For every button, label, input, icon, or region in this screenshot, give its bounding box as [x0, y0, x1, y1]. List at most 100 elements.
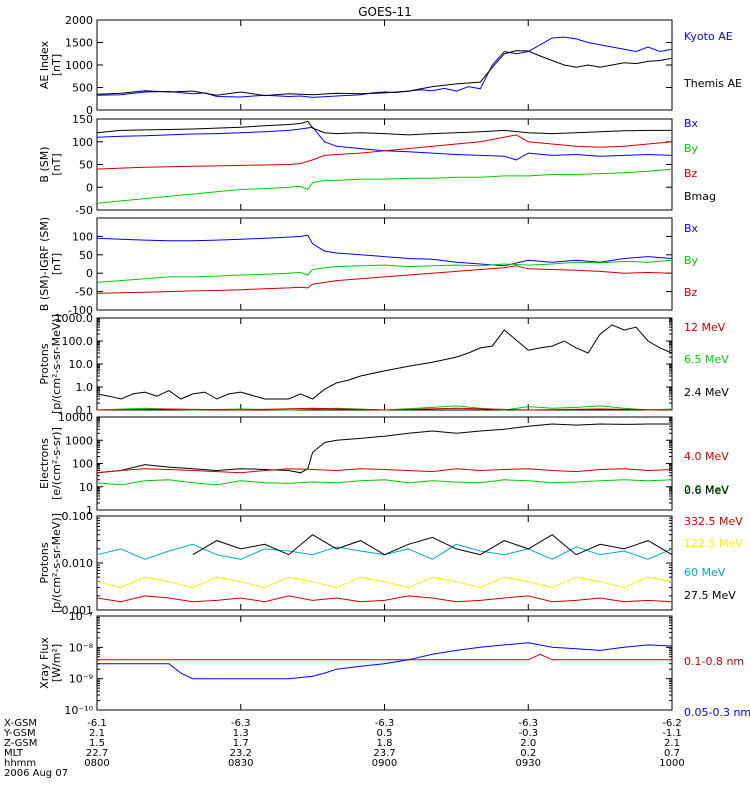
x-row-label: MLT [4, 748, 24, 759]
legend-entry: 12 MeV [684, 321, 726, 334]
date-label: 2006 Aug 07 [4, 768, 68, 779]
y-tick-label: 100 [72, 458, 93, 471]
legend-entry: Bx [684, 117, 699, 130]
y-tick-label: -100 [68, 304, 93, 317]
series-line-bz [96, 134, 673, 170]
x-row-value: 23.7 [373, 748, 395, 759]
legend-entry: 0.05-0.3 nm [684, 706, 750, 719]
x-row-value: 2.0 [520, 738, 536, 749]
x-row-value: -6.3 [375, 718, 395, 729]
y-axis-label: B (SM) [38, 146, 51, 182]
x-row-value: 0830 [228, 758, 253, 769]
x-row-value: -6.1 [87, 718, 107, 729]
y-axis-label: [e/(cm²-s-sr)] [50, 427, 63, 500]
panel-2: -50 0 50 100 150 B (SM) [nT] Bx By Bz Bmag [38, 113, 716, 217]
series-line-332-5-mev [96, 595, 673, 603]
series-line-27-5-mev [192, 534, 673, 556]
panel-3: -100 -50 0 50 100 B (SM)-IGRF (SM) [nT] Bx By Bz [38, 217, 699, 317]
x-row-value: 0.2 [520, 748, 536, 759]
legend-entry: 2.0 MeV [684, 483, 729, 496]
panel-6: 0.001 0.010 0.100 Protons [p/(cm²-s-sr-MeV)]… [38, 510, 743, 617]
y-tick-label: 10⁻⁹ [69, 673, 93, 686]
legend-entry: Themis AE [683, 77, 742, 90]
legend-entry: 2.4 MeV [684, 386, 729, 399]
y-axis-label: [nT] [50, 253, 63, 275]
y-tick-label: -50 [75, 204, 93, 217]
y-tick-label: 1.0 [76, 381, 94, 394]
x-row-value: 0800 [84, 758, 109, 769]
x-row-value: 1.3 [233, 728, 249, 739]
y-tick-label: 2000 [65, 14, 93, 27]
legend-entry: Bx [684, 222, 699, 235]
y-tick-label: 1000.0 [55, 312, 94, 325]
legend-entry: By [684, 142, 699, 155]
series-line-kyoto-ae [96, 36, 673, 98]
legend-entry: 6.5 MeV [684, 353, 729, 366]
x-row-label: hhmm [4, 758, 36, 769]
legend-entry: Bz [684, 167, 698, 180]
x-row-value: -6.3 [518, 718, 538, 729]
legend-entry: By [684, 254, 699, 267]
y-axis-label: [p/(cm²-s-sr-MeV)] [50, 314, 63, 414]
series-line-60-mev [96, 543, 673, 560]
y-tick-label: -50 [75, 286, 93, 299]
series-line-2-4-mev [96, 324, 673, 400]
panel-frame [96, 416, 673, 511]
y-tick-label: 0.1 [76, 404, 94, 417]
y-tick-label: 0.100 [62, 510, 94, 523]
x-row-value: 1000 [659, 758, 684, 769]
x-row-value: 1.8 [377, 738, 393, 749]
series-line-bx [96, 126, 673, 161]
x-axis-table: X-GSM -6.1 -6.3 -6.3 -6.3 -6.2 Y-GSM 2.1 1.3 0.5 -… [3, 718, 685, 779]
x-row-value: 1.5 [89, 738, 105, 749]
y-axis-label: [nT] [50, 153, 63, 175]
panel-frame [96, 217, 673, 311]
series-line-0-6-mev [96, 423, 672, 474]
y-tick-label: 0 [86, 267, 93, 280]
series-line-4-0-mev [96, 468, 673, 474]
y-axis-label: [p/(cm²-s-sr-MeV)] [50, 513, 63, 613]
y-tick-label: 10000 [58, 411, 93, 424]
legend-entry: 4.0 MeV [684, 450, 729, 463]
legend-entry: 60 MeV [684, 566, 726, 579]
y-axis-label: [nT] [50, 54, 63, 76]
x-row-label: Y-GSM [3, 728, 36, 739]
x-row-value: 0900 [372, 758, 397, 769]
x-row-value: -6.3 [231, 718, 251, 729]
y-axis-label: Protons [38, 343, 51, 384]
y-axis-label: Xray Flux [38, 637, 51, 689]
panel-frame [96, 615, 673, 711]
series-line-0-05-0-3-nm [97, 642, 673, 680]
y-tick-label: 0.001 [62, 604, 94, 617]
x-row-value: 22.7 [86, 748, 108, 759]
x-row-value: 0.5 [377, 728, 393, 739]
x-row-label: X-GSM [4, 718, 37, 729]
y-tick-label: 100 [72, 230, 93, 243]
legend-entry: 122.5 MeV [684, 537, 743, 550]
y-tick-label: 10⁻¹⁰ [64, 704, 93, 717]
y-axis-label: AE Index [38, 40, 51, 89]
y-axis-label: Electrons [38, 438, 51, 489]
y-tick-label: 100 [72, 136, 93, 149]
x-row-value: 2.1 [89, 728, 105, 739]
y-tick-label: 10 [79, 481, 93, 494]
panel-5: 1 10 100 1000 10000 Electrons [e/(cm²-s-sr)] 4.… [38, 411, 729, 517]
chart-title: GOES-11 [358, 5, 412, 19]
y-tick-label: 100.0 [62, 335, 94, 348]
y-axis-label: [W/m²] [50, 644, 63, 682]
y-tick-label: 0 [86, 104, 93, 117]
y-tick-label: 1000 [65, 59, 93, 72]
panel-1: 0 500 1000 1500 2000 AE Index [nT] Kyoto AE Them… [38, 14, 742, 117]
panel-7: 10⁻¹⁰ 10⁻⁹ 10⁻⁸ 10⁻⁷ Xray Flux [W/m²] 0.1-0.8 … [38, 610, 750, 719]
x-row-value: -1.1 [662, 728, 682, 739]
y-tick-label: 50 [79, 249, 93, 262]
y-tick-label: 0.010 [62, 557, 94, 570]
x-row-value: 2.1 [664, 738, 680, 749]
legend-entry: 0.1-0.8 nm [684, 655, 744, 668]
y-tick-label: 1500 [65, 37, 93, 50]
series-line-bx [96, 234, 673, 267]
series-line-0-1-0-8-nm [97, 653, 672, 661]
y-tick-label: 50 [79, 159, 93, 172]
y-tick-label: 150 [72, 113, 93, 126]
